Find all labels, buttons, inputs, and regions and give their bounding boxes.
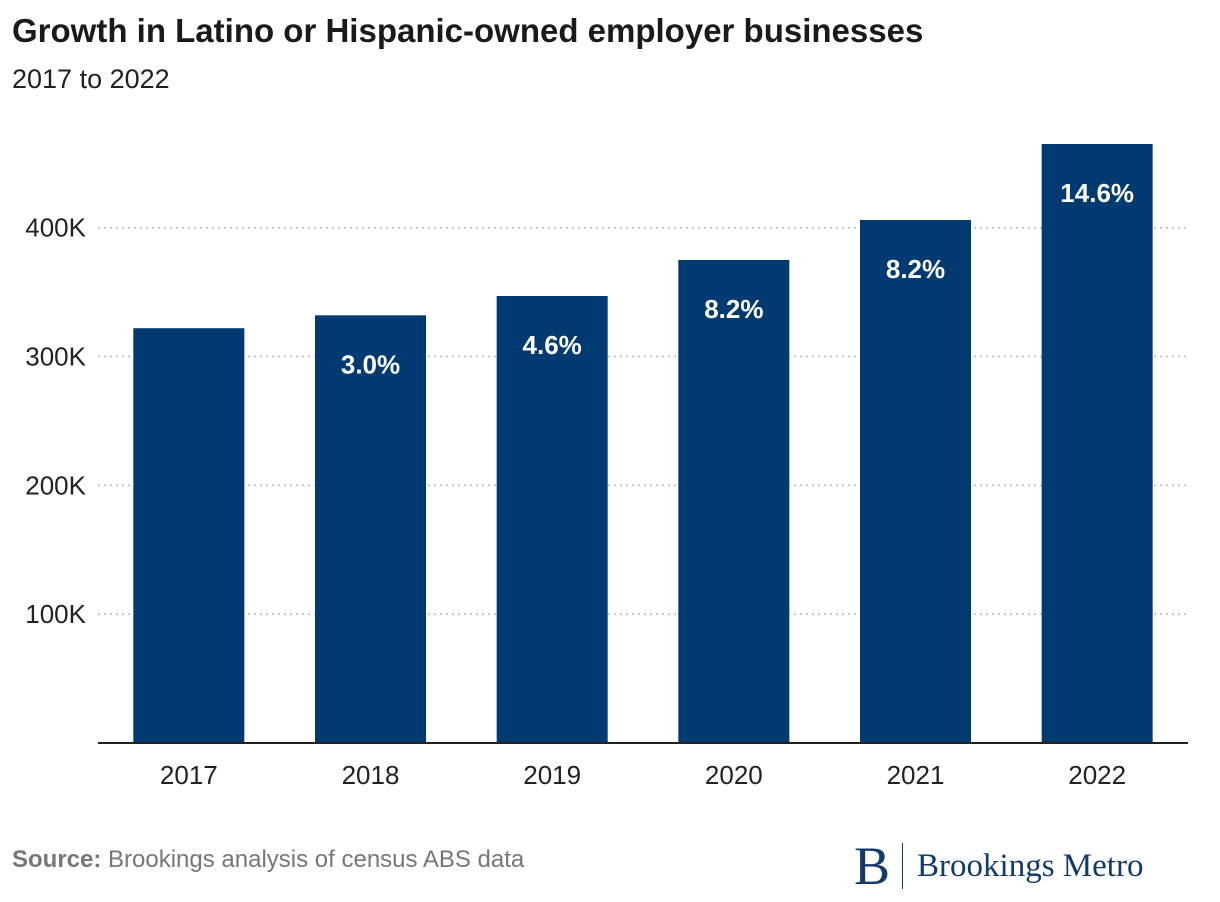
brand-name: Brookings Metro — [917, 847, 1144, 884]
x-tick-label: 2022 — [1068, 760, 1126, 790]
data-label: 8.2% — [886, 254, 945, 284]
bar-chart: 100K 200K 300K 400K 2017 3.0% 2018 4.6% 2019 8.2%… — [25, 144, 1188, 790]
source-text: Brookings analysis of census ABS data — [101, 846, 525, 873]
bar — [315, 315, 426, 743]
chart-title: Growth in Latino or Hispanic-owned emplo… — [12, 12, 924, 49]
bar — [133, 328, 245, 743]
source-note: Source: Brookings analysis of census ABS… — [12, 846, 524, 874]
chart-subtitle: 2017 to 2022 — [12, 64, 170, 94]
source-label: Source: — [12, 846, 102, 873]
data-label: 14.6% — [1060, 178, 1134, 208]
y-tick-label: 200K — [25, 470, 86, 500]
bar — [678, 259, 790, 743]
data-label: 3.0% — [341, 349, 400, 379]
brand-mark: B — [854, 836, 891, 896]
y-tick-label: 300K — [25, 342, 86, 372]
y-tick-label: 400K — [25, 213, 86, 243]
bar — [860, 220, 971, 744]
bar — [1041, 144, 1153, 743]
x-tick-label: 2018 — [342, 760, 400, 790]
data-label: 4.6% — [523, 330, 582, 360]
data-label: 8.2% — [704, 294, 763, 324]
brand-logo: B Brookings Metro — [854, 836, 1143, 896]
x-tick-label: 2019 — [523, 760, 581, 790]
y-tick-label: 100K — [25, 599, 86, 629]
bar — [496, 296, 608, 743]
x-tick-label: 2021 — [887, 760, 945, 790]
x-tick-label: 2017 — [160, 760, 218, 790]
brand-divider — [902, 843, 904, 889]
x-tick-label: 2020 — [705, 760, 763, 790]
